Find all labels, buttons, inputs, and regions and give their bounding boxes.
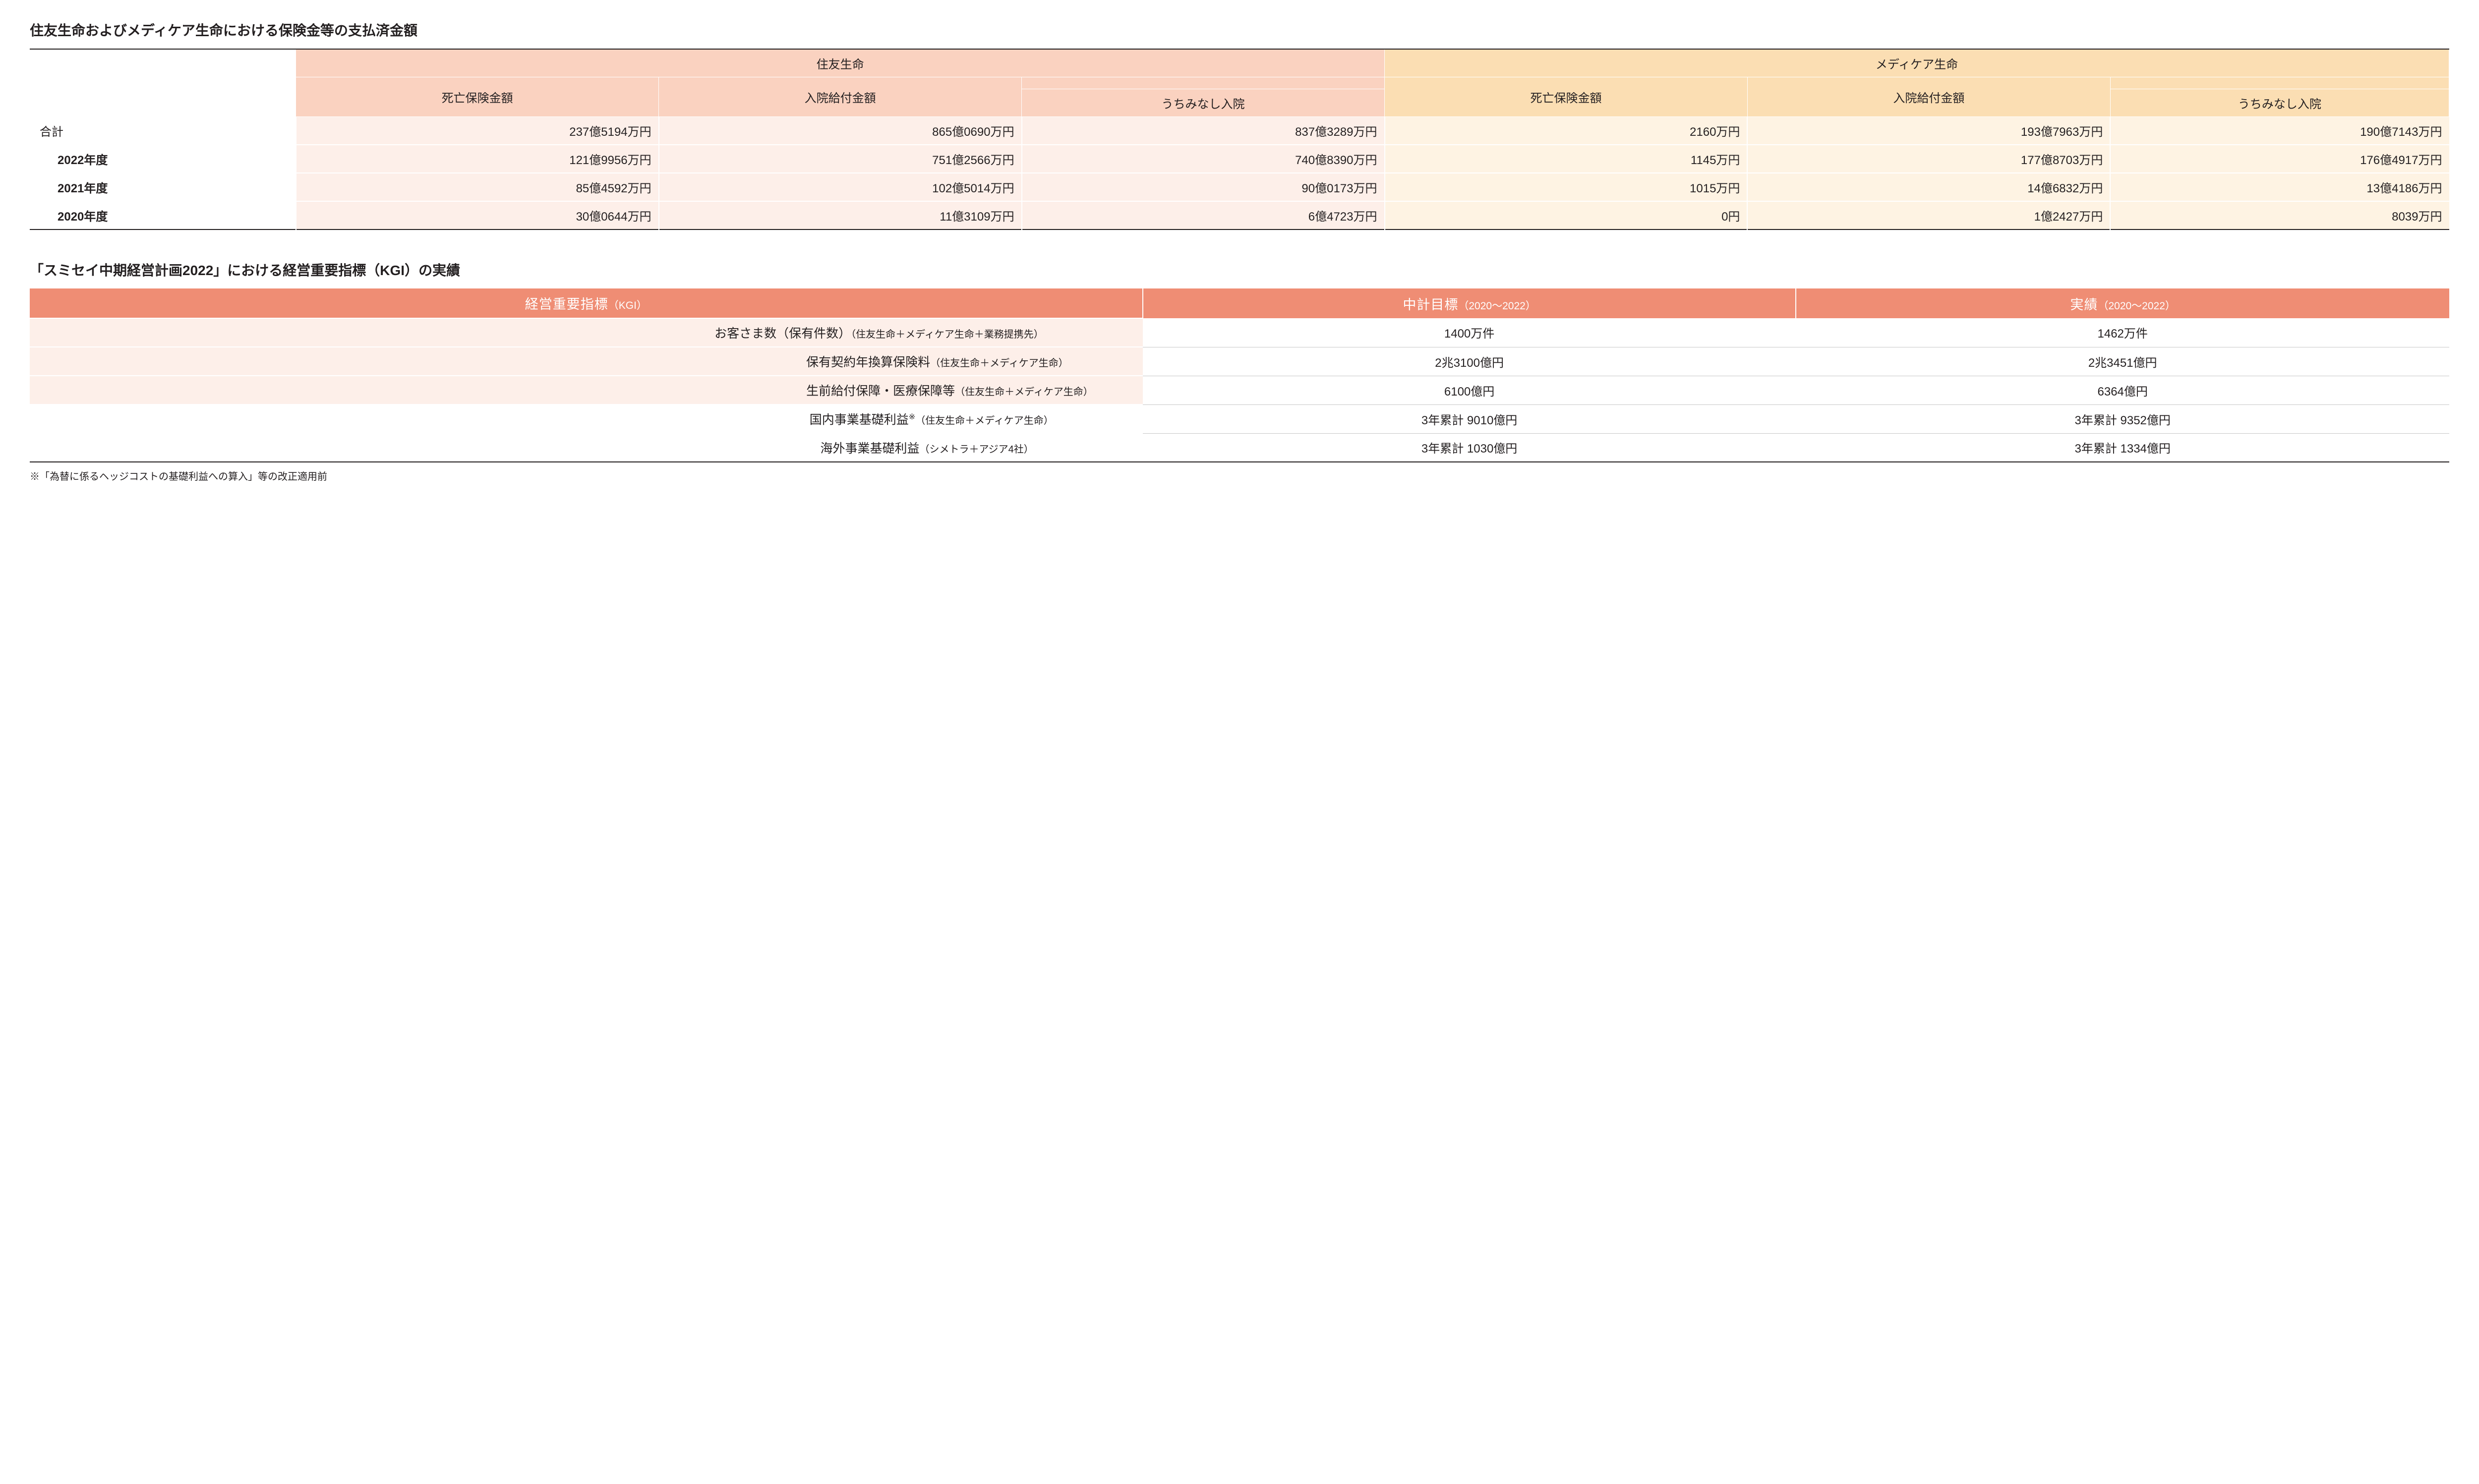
t2-r4-main: 国内事業基礎利益 <box>810 413 909 427</box>
t1-row-total: 合計 <box>30 117 296 145</box>
t1-a-death: 死亡保険金額 <box>296 77 659 117</box>
t1-cell: 193億7963万円 <box>1747 117 2110 145</box>
t2-h2-big: 中計目標 <box>1403 297 1458 312</box>
t2-h1-small: （KGI） <box>608 300 647 311</box>
t2-h3-small: （2020～2022） <box>2098 300 2175 312</box>
t1-cell: 85億4592万円 <box>296 173 659 201</box>
t2-r4-actual: 3年累計 9352億円 <box>1796 404 2449 433</box>
t2-r1-target: 1400万件 <box>1143 318 1796 347</box>
t2-r5-label: 海外事業基礎利益（シメトラ＋アジア4社） <box>30 433 1143 461</box>
t2-r3-main: 生前給付保障・医療保障等 <box>806 384 955 398</box>
t1-cell: 102億5014万円 <box>659 173 1022 201</box>
t2-r1-actual: 1462万件 <box>1796 318 2449 347</box>
t1-cell: 190億7143万円 <box>2110 117 2449 145</box>
table1-title: 住友生命およびメディケア生命における保険金等の支払済金額 <box>30 20 2449 40</box>
t1-cell: 8039万円 <box>2110 201 2449 229</box>
t1-cell: 13億4186万円 <box>2110 173 2449 201</box>
t2-r5-sub: （シメトラ＋アジア4社） <box>919 444 1033 455</box>
t1-row-2020: 2020年度 <box>30 201 296 229</box>
t1-cell: 237億5194万円 <box>296 117 659 145</box>
t2-r1-label: お客さま数（保有件数）（住友生命＋メディケア生命＋業務提携先） <box>30 318 1143 347</box>
t2-r5-actual: 3年累計 1334億円 <box>1796 433 2449 461</box>
t2-h3-big: 実績 <box>2070 297 2098 312</box>
t2-r1-main: お客さま数（保有件数） <box>714 327 851 341</box>
t1-group-a: 住友生命 <box>296 49 1385 77</box>
t1-cell: 0円 <box>1385 201 1748 229</box>
t1-cell: 14億6832万円 <box>1747 173 2110 201</box>
t1-a-hosp: 入院給付金額 <box>659 77 1022 117</box>
t1-cell: 837億3289万円 <box>1022 117 1385 145</box>
t1-cell: 1145万円 <box>1385 145 1748 173</box>
table2-title: 「スミセイ中期経営計画2022」における経営重要指標（KGI）の実績 <box>30 260 2449 280</box>
t2-r2-target: 2兆3100億円 <box>1143 347 1796 376</box>
t1-cell: 751億2566万円 <box>659 145 1022 173</box>
t1-b-deemed: うちみなし入院 <box>2110 89 2449 117</box>
t1-cell: 1億2427万円 <box>1747 201 2110 229</box>
t1-cell: 740億8390万円 <box>1022 145 1385 173</box>
t2-h2-small: （2020～2022） <box>1458 300 1535 312</box>
t1-cell: 6億4723万円 <box>1022 201 1385 229</box>
t2-r5-main: 海外事業基礎利益 <box>820 442 919 456</box>
t2-h2: 中計目標（2020～2022） <box>1143 288 1796 318</box>
t1-cell: 2160万円 <box>1385 117 1748 145</box>
footnote: ※「為替に係るヘッジコストの基礎利益への算入」等の改正適用前 <box>30 468 2449 483</box>
t1-cell: 177億8703万円 <box>1747 145 2110 173</box>
t1-cell: 1015万円 <box>1385 173 1748 201</box>
t1-cell: 90億0173万円 <box>1022 173 1385 201</box>
t1-b-death: 死亡保険金額 <box>1385 77 1748 117</box>
t2-h3: 実績（2020～2022） <box>1796 288 2449 318</box>
t1-corner <box>30 49 296 117</box>
t2-r4-sub: （住友生命＋メディケア生命） <box>915 415 1054 426</box>
t1-cell: 176億4917万円 <box>2110 145 2449 173</box>
kgi-table: 経営重要指標（KGI） 中計目標（2020～2022） 実績（2020～2022… <box>30 288 2449 461</box>
t2-r3-sub: （住友生命＋メディケア生命） <box>955 387 1093 398</box>
t2-h1: 経営重要指標（KGI） <box>30 288 1143 318</box>
t1-b-hosp: 入院給付金額 <box>1747 77 2110 117</box>
t1-a-spacer <box>1022 77 1385 89</box>
t1-cell: 30億0644万円 <box>296 201 659 229</box>
t2-r2-label: 保有契約年換算保険料（住友生命＋メディケア生命） <box>30 347 1143 376</box>
t1-b-spacer <box>2110 77 2449 89</box>
payments-table: 住友生命 メディケア生命 死亡保険金額 入院給付金額 死亡保険金額 入院給付金額… <box>30 49 2449 230</box>
t2-h1-big: 経営重要指標 <box>525 297 608 312</box>
t1-cell: 11億3109万円 <box>659 201 1022 229</box>
t2-r3-actual: 6364億円 <box>1796 376 2449 404</box>
t2-r1-sub: （住友生命＋メディケア生命＋業務提携先） <box>851 329 1044 340</box>
t2-r4-target: 3年累計 9010億円 <box>1143 404 1796 433</box>
t2-r3-target: 6100億円 <box>1143 376 1796 404</box>
t1-cell: 865億0690万円 <box>659 117 1022 145</box>
t2-r2-actual: 2兆3451億円 <box>1796 347 2449 376</box>
t1-cell: 121億9956万円 <box>296 145 659 173</box>
t2-r4-sup: ※ <box>909 413 915 421</box>
t1-a-deemed: うちみなし入院 <box>1022 89 1385 117</box>
t2-r2-sub: （住友生命＋メディケア生命） <box>930 358 1068 369</box>
t1-group-b: メディケア生命 <box>1385 49 2449 77</box>
t2-r5-target: 3年累計 1030億円 <box>1143 433 1796 461</box>
t2-r4-label: 国内事業基礎利益※（住友生命＋メディケア生命） <box>30 404 1143 433</box>
t1-row-2021: 2021年度 <box>30 173 296 201</box>
t2-r2-main: 保有契約年換算保険料 <box>806 355 930 369</box>
t1-row-2022: 2022年度 <box>30 145 296 173</box>
t2-r3-label: 生前給付保障・医療保障等（住友生命＋メディケア生命） <box>30 376 1143 404</box>
